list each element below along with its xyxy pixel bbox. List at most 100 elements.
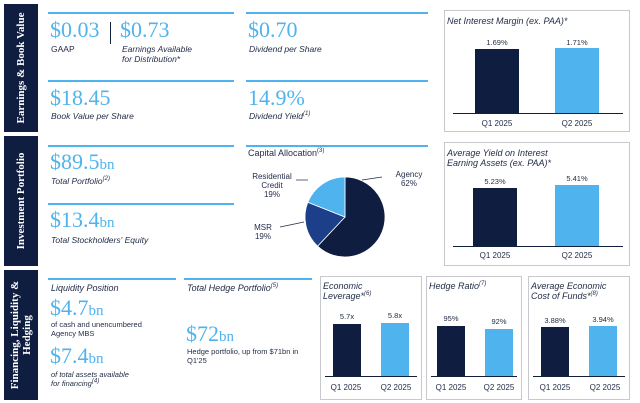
portfolio-total-unit: bn [99, 157, 115, 173]
nim-bar-q2 [555, 48, 599, 113]
funding-q1-value: 3.88% [544, 316, 566, 325]
yield-q2-value: 5.41% [566, 174, 588, 183]
pie-label-resi-pct: 19% [263, 190, 280, 199]
equity-number: $13.4 [50, 207, 100, 232]
dividend-value: $0.70 [248, 17, 298, 42]
hedge-ratio-baseline [431, 376, 517, 377]
hedge-note: (5) [270, 283, 279, 289]
leverage-q1-value: 5.7x [339, 312, 355, 321]
gaap-value: $0.03 [50, 17, 100, 42]
funding-bar-q2 [589, 326, 617, 376]
pie-label-agency-name: Agency [395, 170, 423, 179]
liquidity-title: Liquidity Position [51, 283, 119, 293]
pie-label-agency-pct: 62% [400, 179, 417, 188]
yield-note: (1) [303, 111, 311, 118]
pie-label-agency: Agency 62% [393, 170, 425, 188]
leverage-note: (6) [364, 291, 372, 297]
ead-label-1: Earnings Available [122, 44, 192, 54]
leverage-x-q2: Q2 2025 [380, 383, 412, 392]
funding-title-2-text: Cost of Funds* [531, 291, 591, 301]
hedge-ratio-title: Hedge Ratio(7) [429, 281, 486, 291]
nim-x-q1: Q1 2025 [481, 119, 513, 128]
yield-chart-title-2: Earning Assets (ex. PAA)* [447, 158, 552, 168]
nim-chart-box: Net Interest Margin (ex. PAA)* 1.69% 1.7… [444, 10, 630, 132]
ead-label-2: for Distribution* [122, 54, 181, 64]
hedge-title: Total Hedge Portfolio(5) [187, 283, 278, 293]
funding-note: (8) [590, 291, 598, 297]
funding-title-1: Average Economic [531, 281, 607, 291]
leverage-chart-box: Economic Leverage*(6) 5.7x 5.8x Q1 2025 … [320, 276, 422, 400]
liquidity-total-unit: bn [88, 351, 104, 367]
pie-slice-agency [317, 176, 386, 258]
liquidity-unencumbered-value: $4.7bn [50, 296, 104, 323]
funding-x-q2: Q2 2025 [589, 383, 621, 392]
funding-baseline [533, 376, 625, 377]
liquidity-total-value: $7.4bn [50, 344, 104, 371]
pie-label-resi-1: Residential [252, 172, 292, 181]
bvps-value: $18.45 [50, 85, 111, 110]
leverage-baseline [325, 376, 417, 377]
rule-total-portfolio [48, 145, 234, 147]
bvps-label: Book Value per Share [51, 111, 134, 121]
leverage-title-2: Leverage*(6) [323, 291, 371, 301]
hedge-ratio-note: (7) [479, 281, 487, 287]
hedge-ratio-title-text: Hedge Ratio [429, 281, 480, 291]
pie-label-msr-name: MSR [254, 223, 272, 232]
yield-chart-title-1: Average Yield on Interest [447, 148, 548, 158]
leverage-q2-value: 5.8x [387, 311, 403, 320]
nim-q1-value: 1.69% [486, 38, 508, 47]
portfolio-total-value: $89.5bn [50, 150, 115, 177]
allocation-title: Capital Allocation(3) [248, 148, 324, 158]
hedge-ratio-x-q1: Q1 2025 [435, 383, 467, 392]
liquidity-total-desc-2: for financing(4) [51, 379, 99, 389]
nim-bar-q1 [475, 49, 519, 113]
pie-label-resi: Residential Credit 19% [250, 172, 294, 199]
equity-value: $13.4bn [50, 208, 115, 235]
rule-equity [48, 203, 234, 205]
allocation-pie [304, 176, 386, 258]
leverage-title-1: Economic [323, 281, 363, 291]
section-label-financing: Financing, Liquidity & Hedging [9, 280, 33, 390]
nim-title: Net Interest Margin (ex. PAA)* [447, 16, 568, 26]
portfolio-total-note: (2) [102, 176, 111, 183]
funding-q2-value: 3.94% [592, 315, 614, 324]
liquidity-total-number: $7.4 [50, 343, 89, 368]
portfolio-total-number: $89.5 [50, 149, 100, 174]
leverage-x-q1: Q1 2025 [330, 383, 362, 392]
sidebar-earnings: Earnings & Book Value [4, 4, 38, 132]
pie-slices [304, 176, 386, 258]
hedge-value: $72bn [186, 322, 234, 349]
funding-bar-q1 [541, 327, 569, 376]
pie-slice-residential-credit [307, 176, 346, 218]
hedge-ratio-x-q2: Q2 2025 [483, 383, 515, 392]
rule-gaap [48, 12, 234, 14]
leader-msr [279, 221, 305, 228]
yield-bar-q1 [473, 188, 517, 246]
sidebar-financing: Financing, Liquidity & Hedging [4, 270, 38, 400]
allocation-note: (3) [317, 148, 325, 154]
yield-q1-value: 5.23% [484, 177, 506, 186]
dividend-label: Dividend per Share [249, 44, 322, 54]
leverage-bar-q2 [381, 323, 409, 376]
pie-label-msr-pct: 19% [254, 232, 271, 241]
rule-dividend [246, 12, 428, 14]
hedge-ratio-q2-value: 92% [491, 317, 507, 326]
yield-value: 14.9% [248, 85, 305, 110]
yield-baseline [453, 246, 623, 247]
hedge-unit: bn [219, 329, 234, 345]
unencumbered-number: $4.7 [50, 295, 89, 320]
nim-x-q2: Q2 2025 [561, 119, 593, 128]
yield-label-text: Dividend Yield [249, 111, 304, 121]
rule-hedge [184, 278, 312, 280]
pie-leader-lines [279, 176, 383, 228]
rule-bvps [48, 80, 234, 82]
unencumbered-desc-2: Agency MBS [51, 329, 95, 338]
hedge-desc-1: Hedge portfolio, up from $71bn in [187, 347, 299, 356]
leverage-bar-q1 [333, 324, 361, 376]
sidebar-portfolio: Investment Portfolio [4, 136, 38, 266]
liquidity-total-note: (4) [91, 378, 100, 385]
rule-liquidity [48, 278, 176, 280]
yield-label: Dividend Yield(1) [249, 111, 310, 121]
allocation-title-text: Capital Allocation [248, 148, 318, 158]
yield-x-q2: Q2 2025 [561, 251, 593, 260]
